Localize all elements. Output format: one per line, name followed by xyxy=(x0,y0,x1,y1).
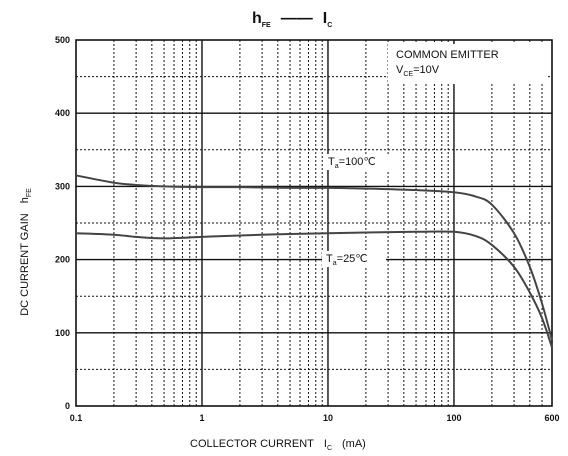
x-tick-label: 10 xyxy=(323,413,333,423)
svg-text:hFE——IC: hFE —— IC xyxy=(252,10,332,29)
y-axis-tick-labels: 0 100 200 300 400 500 xyxy=(55,35,70,411)
condition-line-2: VCE=10V xyxy=(396,64,440,78)
y-tick-label: 0 xyxy=(65,401,70,411)
series2-label: Ta=25℃ xyxy=(326,253,368,267)
x-axis-tick-labels: 0.1 1 10 100 600 xyxy=(70,413,560,423)
title-symbol: h xyxy=(252,10,262,27)
y-tick-label: 300 xyxy=(55,181,70,191)
condition-box xyxy=(388,44,548,84)
title-symbol-sub: FE xyxy=(262,22,271,29)
title-second-sub: C xyxy=(327,22,332,29)
grid xyxy=(76,40,552,406)
series-line-2 xyxy=(75,230,553,348)
condition-line-1: COMMON EMITTER xyxy=(396,49,499,61)
chart-title: hFE —— IC xyxy=(252,10,332,29)
title-dash: —— xyxy=(281,10,313,27)
series1-label-bg xyxy=(324,154,394,170)
y-tick-label: 100 xyxy=(55,328,70,338)
y-tick-label: 400 xyxy=(55,108,70,118)
y-tick-label: 500 xyxy=(55,35,70,45)
plot-frame xyxy=(75,39,553,407)
title-second-symbol: I xyxy=(323,10,327,27)
svg-text:DC CURRENT GAINhFE: DC CURRENT GAINhFE xyxy=(19,188,33,316)
x-axis-label: COLLECTOR CURRENT IC (mA) xyxy=(190,438,366,452)
x-tick-label: 100 xyxy=(446,413,461,423)
x-tick-label: 1 xyxy=(199,413,204,423)
series2-label-bg xyxy=(322,251,386,267)
x-tick-label: 0.1 xyxy=(70,413,83,423)
y-tick-label: 200 xyxy=(55,255,70,265)
series-layer xyxy=(75,174,553,348)
y-axis-label: DC CURRENT GAINhFE xyxy=(19,188,33,316)
x-tick-label: 600 xyxy=(544,413,559,423)
series1-label: Ta=100℃ xyxy=(328,156,376,170)
series-line-1 xyxy=(75,174,553,341)
